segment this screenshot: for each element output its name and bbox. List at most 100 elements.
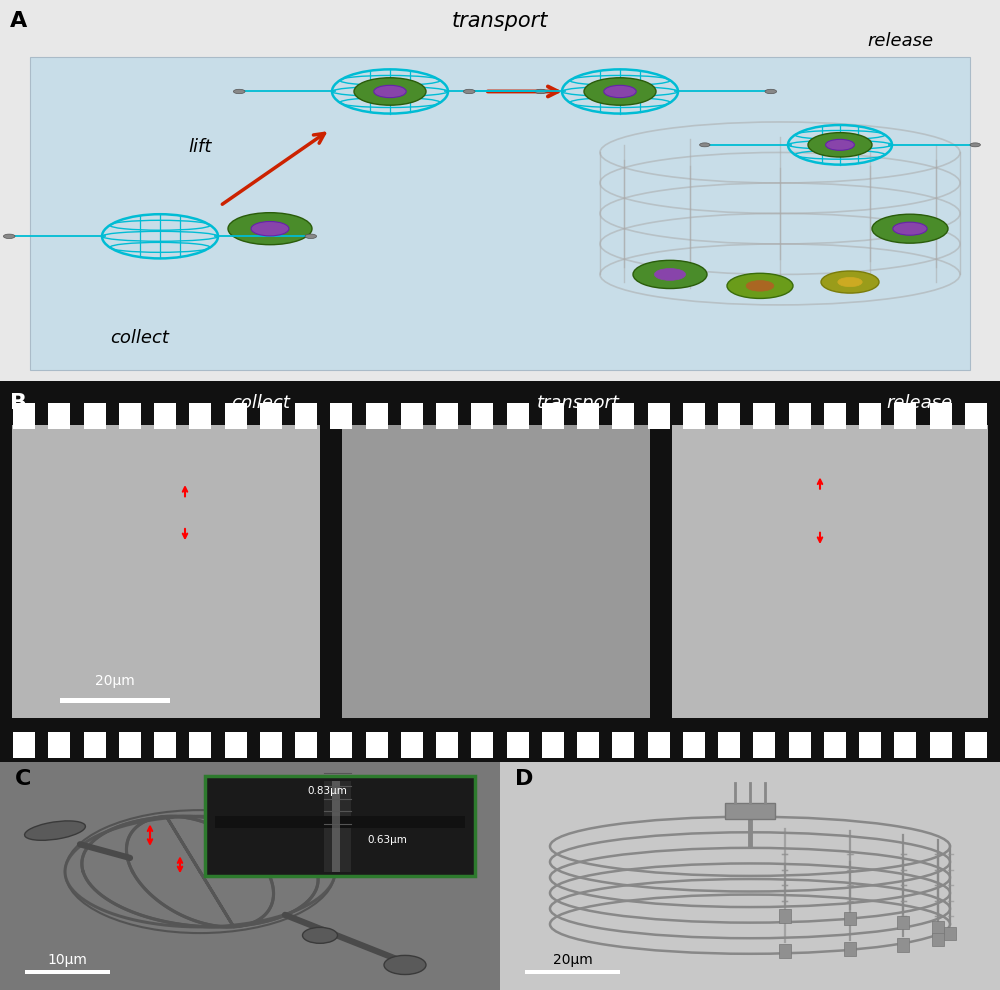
Bar (859, 403, 881, 429)
Bar (13, 403, 35, 429)
Bar (894, 403, 916, 429)
Bar (932, 933, 944, 946)
Text: lift: lift (188, 139, 212, 156)
Bar (789, 732, 811, 757)
Bar (718, 732, 740, 757)
Circle shape (3, 234, 15, 239)
Text: 20μm: 20μm (553, 952, 592, 967)
Bar (753, 732, 775, 757)
Bar (342, 425, 650, 719)
Bar (859, 732, 881, 757)
Bar (260, 403, 282, 429)
Bar (189, 732, 211, 757)
Circle shape (654, 268, 686, 280)
Text: C: C (15, 769, 31, 789)
Bar (725, 803, 775, 819)
Text: release: release (867, 32, 933, 50)
Bar (965, 732, 987, 757)
Circle shape (633, 260, 707, 288)
Text: 0.83μm: 0.83μm (308, 786, 347, 796)
Bar (507, 732, 529, 757)
Bar (330, 403, 352, 429)
Bar (48, 732, 70, 757)
Bar (648, 403, 670, 429)
Text: D: D (515, 769, 533, 789)
Bar (824, 403, 846, 429)
Text: collect: collect (231, 394, 290, 412)
Text: transport: transport (537, 394, 620, 412)
Bar (471, 403, 493, 429)
Ellipse shape (25, 821, 85, 841)
Bar (436, 403, 458, 429)
Bar (577, 403, 599, 429)
Bar (13, 732, 35, 757)
Bar (507, 403, 529, 429)
Bar (48, 403, 70, 429)
Bar (683, 732, 705, 757)
Bar (612, 403, 634, 429)
Circle shape (305, 234, 317, 239)
Bar (330, 732, 352, 757)
Circle shape (463, 89, 475, 94)
Bar (683, 403, 705, 429)
Bar (930, 732, 952, 757)
Bar (30, 57, 970, 369)
Bar (824, 732, 846, 757)
Bar (525, 970, 620, 974)
Circle shape (374, 85, 406, 98)
Bar (894, 732, 916, 757)
Bar (965, 403, 987, 429)
Bar (60, 698, 170, 703)
Bar (471, 732, 493, 757)
Text: B: B (10, 393, 27, 413)
Circle shape (233, 89, 245, 94)
Bar (366, 403, 388, 429)
Circle shape (826, 140, 854, 150)
Bar (154, 732, 176, 757)
Bar (25, 970, 110, 974)
Circle shape (228, 213, 312, 245)
Bar (225, 732, 247, 757)
Bar (84, 403, 106, 429)
Circle shape (384, 955, 426, 974)
Bar (779, 944, 791, 957)
Bar (577, 732, 599, 757)
Bar (897, 939, 909, 951)
Bar (119, 732, 141, 757)
Bar (324, 780, 351, 871)
Bar (332, 780, 340, 871)
Bar (401, 732, 423, 757)
Bar (366, 732, 388, 757)
Text: collect: collect (111, 329, 169, 347)
Bar (260, 732, 282, 757)
Text: A: A (10, 12, 27, 32)
Circle shape (893, 222, 927, 236)
Bar (718, 403, 740, 429)
Bar (932, 921, 944, 934)
Circle shape (970, 143, 980, 147)
Bar (789, 403, 811, 429)
Bar (844, 942, 856, 955)
Bar (930, 403, 952, 429)
Bar (154, 403, 176, 429)
Bar (897, 916, 909, 929)
Circle shape (746, 280, 774, 291)
Bar (205, 776, 475, 876)
Bar (542, 403, 564, 429)
Text: 10μm: 10μm (48, 952, 87, 967)
Bar (612, 732, 634, 757)
Bar (401, 403, 423, 429)
Text: 0.63μm: 0.63μm (367, 836, 407, 845)
Bar (844, 912, 856, 925)
Text: transport: transport (452, 11, 548, 31)
Bar (189, 403, 211, 429)
Bar (779, 910, 791, 923)
Text: 20μm: 20μm (95, 674, 135, 688)
Bar (672, 425, 988, 719)
Circle shape (727, 273, 793, 298)
Bar (753, 403, 775, 429)
Circle shape (302, 928, 338, 943)
Bar (944, 927, 956, 940)
Circle shape (251, 222, 289, 236)
Bar (542, 732, 564, 757)
